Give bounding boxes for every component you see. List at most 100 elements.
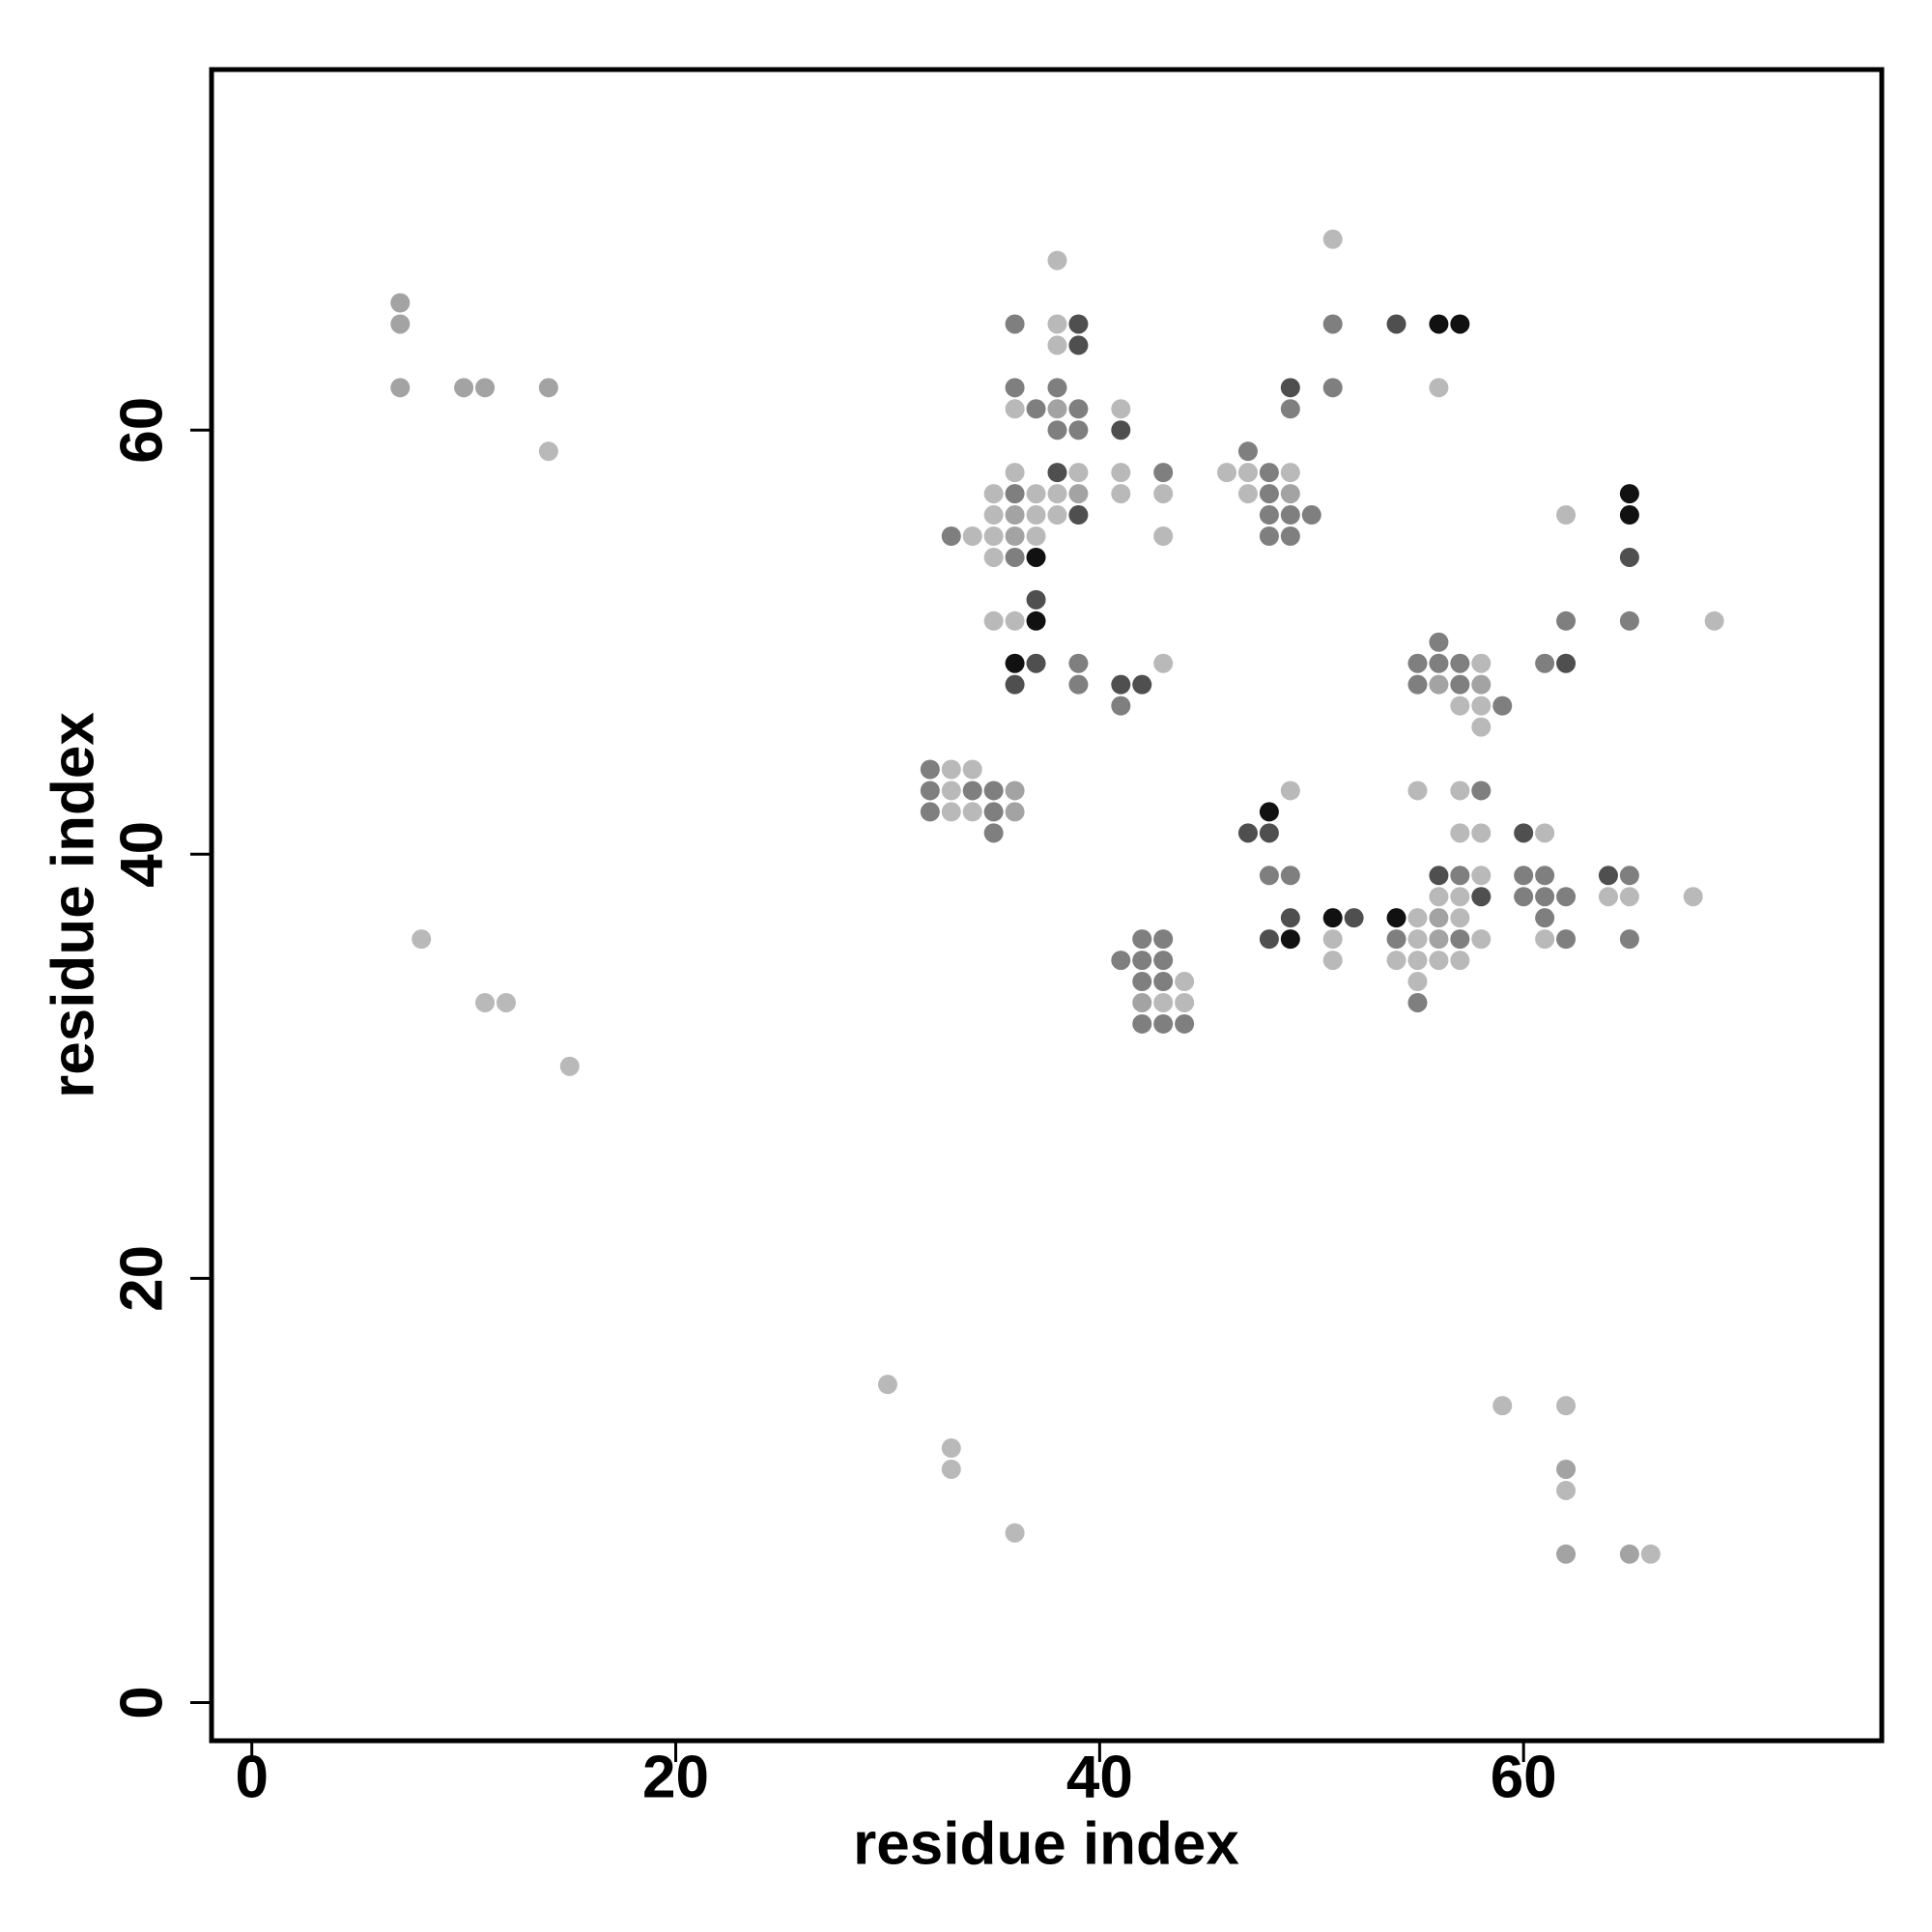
contact-point	[1471, 887, 1492, 907]
contact-point	[1005, 463, 1025, 483]
contact-point	[1598, 866, 1618, 886]
y-tick-label: 0	[108, 1686, 175, 1719]
contact-point	[475, 992, 496, 1012]
contact-point	[1153, 951, 1174, 971]
contact-point	[1175, 992, 1195, 1012]
contact-point	[1026, 505, 1046, 526]
contact-point	[1132, 1013, 1152, 1034]
contact-point	[1619, 611, 1639, 631]
x-axis-label: residue index	[853, 1810, 1239, 1877]
contact-point	[1322, 951, 1343, 971]
contact-point	[1153, 526, 1174, 546]
contact-point	[390, 293, 411, 313]
contact-point	[1280, 781, 1300, 801]
contact-point	[1026, 547, 1046, 567]
contact-point	[1026, 653, 1046, 673]
contact-point	[1450, 696, 1470, 716]
contact-point	[1280, 866, 1300, 886]
contact-point	[559, 1056, 580, 1076]
contact-point	[1175, 1013, 1195, 1034]
contact-point	[1047, 399, 1067, 419]
contact-point	[1429, 314, 1449, 334]
contact-point	[1535, 908, 1555, 928]
contact-point	[1005, 653, 1025, 673]
contact-point	[1005, 781, 1025, 801]
contact-point	[1217, 463, 1237, 483]
contact-point	[1068, 314, 1089, 334]
contact-point	[1259, 866, 1279, 886]
contact-point	[1429, 378, 1449, 398]
contact-point	[1047, 250, 1067, 270]
contact-point	[941, 526, 961, 546]
contact-point	[1005, 547, 1025, 567]
contact-point	[1429, 887, 1449, 907]
contact-point	[1407, 653, 1428, 673]
contact-point	[1153, 972, 1174, 992]
contact-point	[1005, 526, 1025, 546]
contact-point	[983, 823, 1004, 843]
contact-point	[1450, 823, 1470, 843]
contact-point	[1301, 505, 1321, 526]
contact-point	[1280, 484, 1300, 504]
contact-point	[496, 992, 516, 1012]
contact-point	[1492, 696, 1513, 716]
contact-point	[1704, 611, 1724, 631]
contact-point	[1322, 314, 1343, 334]
contact-point	[1535, 866, 1555, 886]
contact-point	[1556, 929, 1577, 950]
contact-point	[1598, 887, 1618, 907]
contact-point	[1111, 399, 1131, 419]
contact-point	[1471, 653, 1492, 673]
x-tick-label: 0	[235, 1744, 268, 1810]
y-axis-label: residue index	[40, 712, 106, 1098]
contact-point	[1005, 399, 1025, 419]
contact-point	[920, 781, 940, 801]
contact-point	[1259, 484, 1279, 504]
contact-point	[983, 547, 1004, 567]
contact-point	[983, 526, 1004, 546]
contact-point	[962, 781, 982, 801]
contact-point	[1047, 335, 1067, 355]
contact-point	[1005, 484, 1025, 504]
contact-point	[1429, 866, 1449, 886]
contact-point	[1471, 717, 1492, 737]
x-tick-label: 20	[642, 1744, 709, 1810]
contact-point	[1132, 929, 1152, 950]
contact-point	[1068, 484, 1089, 504]
contact-point	[962, 802, 982, 822]
contact-point	[1026, 399, 1046, 419]
contact-point	[941, 759, 961, 780]
contact-point	[983, 484, 1004, 504]
contact-point	[1450, 674, 1470, 695]
contact-point	[1280, 463, 1300, 483]
contact-point	[1132, 972, 1152, 992]
contact-point	[1280, 929, 1300, 950]
contact-point	[1471, 781, 1492, 801]
contact-point	[1237, 484, 1258, 504]
contact-point	[1386, 929, 1406, 950]
contact-point	[1471, 823, 1492, 843]
contact-point	[1450, 866, 1470, 886]
contact-point	[941, 1459, 961, 1479]
contact-point	[1556, 505, 1577, 526]
contact-point	[1386, 951, 1406, 971]
contact-point	[1619, 484, 1639, 504]
contact-point	[1259, 505, 1279, 526]
contact-point	[983, 802, 1004, 822]
contact-point	[1132, 674, 1152, 695]
contact-point	[1407, 674, 1428, 695]
contact-point	[1471, 866, 1492, 886]
contact-point	[1005, 1522, 1025, 1543]
contact-point	[1259, 929, 1279, 950]
contact-point	[390, 314, 411, 334]
contact-point	[1556, 1459, 1577, 1479]
contact-point	[1322, 378, 1343, 398]
contact-point	[1259, 526, 1279, 546]
contact-point	[1619, 505, 1639, 526]
contact-point	[1005, 802, 1025, 822]
contact-point	[1237, 463, 1258, 483]
contact-point	[1280, 399, 1300, 419]
contact-point	[941, 802, 961, 822]
contact-point	[1556, 887, 1577, 907]
contact-point	[1259, 463, 1279, 483]
